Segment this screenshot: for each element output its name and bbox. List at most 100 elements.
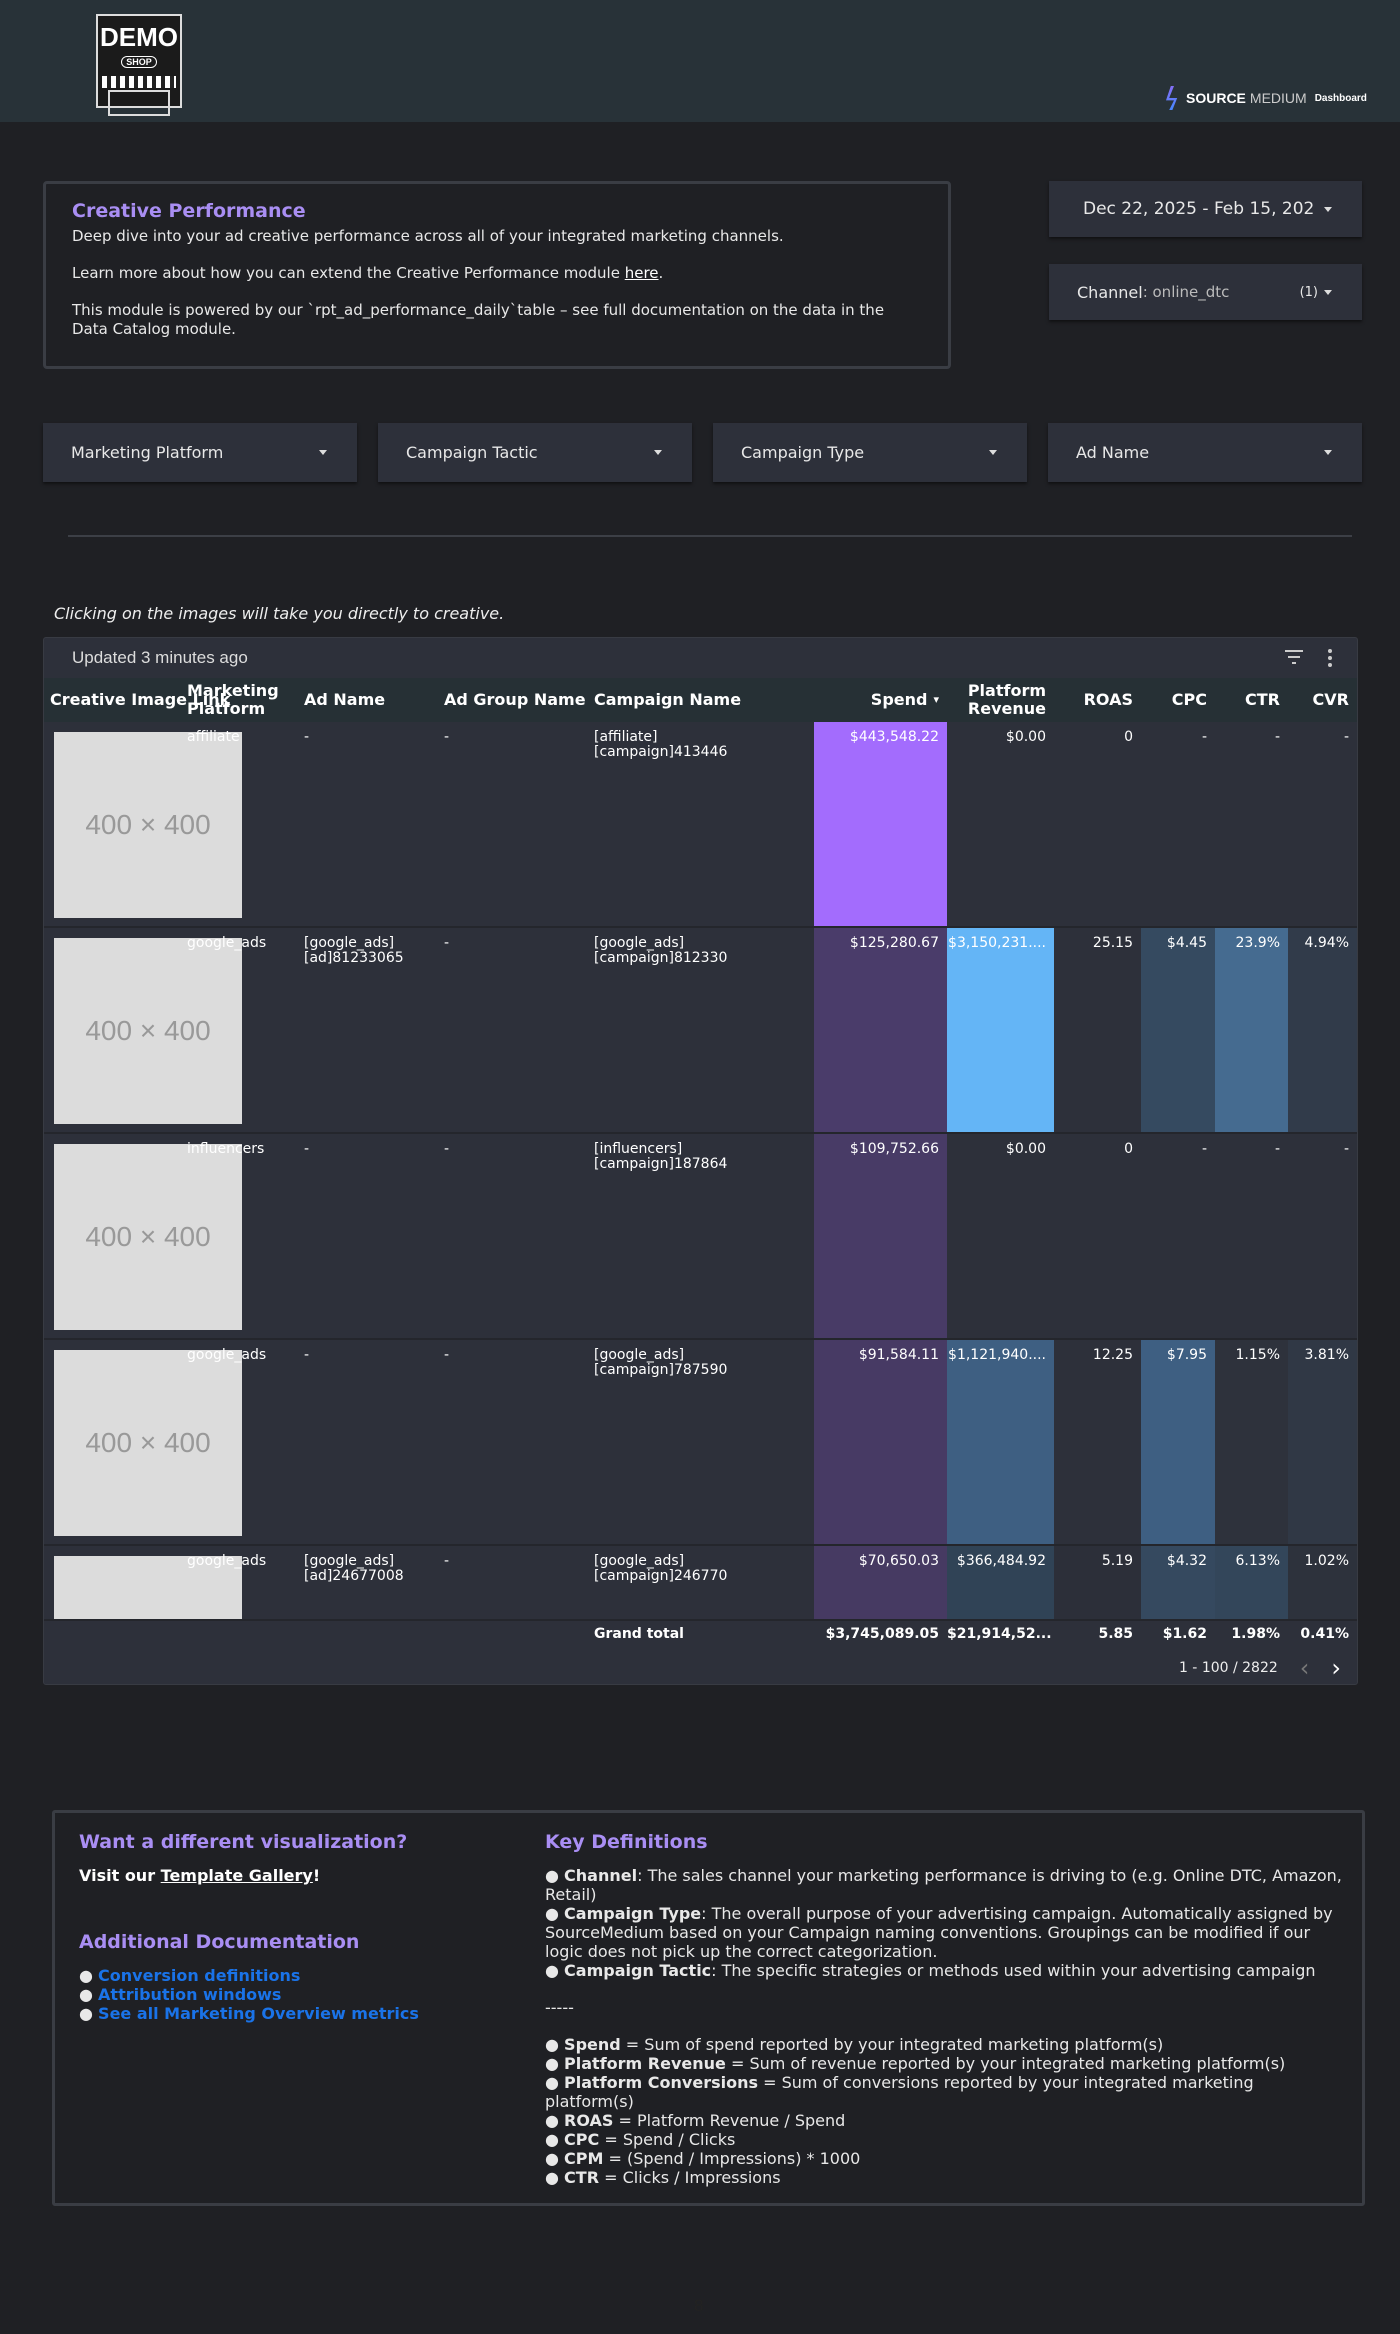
pagination: 1 - 100 / 2822 ‹ › [1179,1651,1341,1685]
next-page-icon[interactable]: › [1331,1654,1341,1682]
creative-image-link[interactable]: 400 × 400 [54,938,242,1124]
template-gallery-line: Visit our Template Gallery! [79,1866,509,1885]
filter-label: Ad Name [1076,443,1150,462]
filter-label: Campaign Tactic [406,443,538,462]
attribution-windows-link[interactable]: Attribution windows [98,1985,282,2004]
column-header-label: Marketing Platform [187,681,279,718]
column-header-creative-image-link[interactable]: Creative Image Link [50,678,250,722]
previous-page-icon[interactable]: ‹ [1299,1654,1310,1682]
filter-campaign-type[interactable]: Campaign Type [713,423,1027,482]
definition-item: ● Campaign Type: The overall purpose of … [545,1904,1333,1961]
column-header-platform-revenue[interactable]: Platform Revenue [947,678,1046,722]
cell-campaign: [google_ads] [campaign]812330 [594,935,728,966]
definition-term: Channel [564,1866,638,1885]
column-header-ad-group-name[interactable]: Ad Group Name [444,678,644,722]
channel-label: Channel [1077,282,1143,302]
column-header-ctr[interactable]: CTR [1215,678,1280,722]
metrics-list: ● Spend = Sum of spend reported by your … [545,2035,1345,2187]
cell-ad: - [304,1347,310,1363]
date-range-value: Dec 22, 2025 - Feb 15, 2026 [1083,199,1315,219]
column-header-ad-name[interactable]: Ad Name [304,678,504,722]
creative-image-link[interactable]: 400 × 400 [54,732,242,918]
brand-source: SOURCE [1186,90,1246,106]
chevron-down-icon [654,450,662,455]
here-link[interactable]: here [624,264,659,282]
definition-item: ● CPM = (Spend / Impressions) * 1000 [545,2149,861,2168]
image-placeholder-text: 400 × 400 [85,1221,211,1252]
date-range-picker[interactable]: Dec 22, 2025 - Feb 15, 2026 [1049,181,1362,237]
conversion-definitions-link[interactable]: Conversion definitions [98,1966,301,1985]
filter-marketing-platform[interactable]: Marketing Platform [43,423,357,482]
cell-platform: influencers [187,1141,265,1157]
cell-roas: 0 [1054,1134,1141,1338]
cell-ad: [google_ads] [ad]24677008 [304,1553,404,1584]
cell-cpc: $4.32 [1141,1546,1215,1619]
channel-value: : online_dtc [1142,283,1230,301]
cell-platform: affiliate [187,729,240,745]
cell-roas: 5.19 [1054,1546,1141,1619]
column-header-label: ROAS [1083,690,1133,709]
cell-spend: $91,584.11 [814,1340,947,1544]
definition-text: : The overall purpose of your advertisin… [545,1904,1333,1961]
cell-cvr: - [1288,722,1357,926]
docs-link-item: ● See all Marketing Overview metrics [79,2004,419,2023]
pagination-range: 1 - 100 / 2822 [1178,1660,1278,1676]
column-header-label: CVR [1312,690,1349,709]
filter-campaign-tactic[interactable]: Campaign Tactic [378,423,692,482]
creative-image-link[interactable] [54,1556,242,1619]
template-gallery-link[interactable]: Template Gallery [160,1866,313,1885]
cell-revenue: $366,484.92 [947,1546,1054,1619]
chevron-down-icon [319,450,327,455]
filter-ad-name[interactable]: Ad Name [1048,423,1362,482]
definition-text: = Platform Revenue / Spend [613,2111,846,2130]
definition-term: Campaign Type [564,1904,702,1923]
column-header-label: CPC [1171,690,1207,709]
column-header-spend[interactable]: Spend ▾ [814,678,939,722]
definition-term: Campaign Tactic [564,1961,712,1980]
cell-ctr: 1.15% [1215,1340,1288,1544]
more-options-icon[interactable] [1327,648,1333,668]
cell-cpc: - [1141,1134,1215,1338]
column-header-campaign-name[interactable]: Campaign Name [594,678,794,722]
updated-status: Updated 3 minutes ago [72,648,248,667]
cell-campaign: [google_ads] [campaign]787590 [594,1347,728,1378]
marketing-overview-metrics-link[interactable]: See all Marketing Overview metrics [98,2004,419,2023]
defs-title: Key Definitions [545,1831,708,1853]
grand-total-roas: 5.85 [1098,1626,1133,1642]
filter-icon[interactable] [1284,648,1304,666]
table-row: 400 × 400 influencers - - [influencers] [cam… [44,1134,1357,1340]
column-header-cvr[interactable]: CVR [1288,678,1349,722]
column-header-cpc[interactable]: CPC [1141,678,1207,722]
column-header-marketing-platform[interactable]: Marketing Platform [187,678,287,722]
cell-campaign: [google_ads] [campaign]246770 [594,1553,728,1584]
grand-total-cpc: $1.62 [1162,1626,1207,1642]
definition-item: ● Channel: The sales channel your market… [545,1866,1342,1904]
creative-image-link[interactable]: 400 × 400 [54,1350,242,1536]
creative-image-link[interactable]: 400 × 400 [54,1144,242,1330]
cell-cpc: $4.45 [1141,928,1215,1132]
cell-roas: 25.15 [1054,928,1141,1132]
docs-links: ● Conversion definitions ● Attribution w… [79,1966,509,2023]
intro-panel: Creative Performance Deep dive into your… [43,181,951,369]
cell-ad: - [304,729,310,745]
sort-descending-icon: ▾ [933,693,939,706]
cell-cpc: - [1141,722,1215,926]
key-definitions: Key Definitions ● Channel: The sales cha… [545,1831,1345,2188]
demo-shop-logo: DEMO SHOP [96,14,182,116]
table-header: Creative Image Link Marketing Platform Ad … [44,678,1357,722]
column-header-roas[interactable]: ROAS [1054,678,1133,722]
table-row: google_ads [google_ads] [ad]24677008 - [goo… [44,1546,1357,1621]
cell-roas: 12.25 [1054,1340,1141,1544]
divider [68,535,1352,537]
chevron-down-icon [1324,206,1332,212]
cell-cpc: $7.95 [1141,1340,1215,1544]
grand-total-spend: $3,745,089.05 [825,1626,939,1642]
cell-revenue: $0.00 [947,722,1054,926]
table-row: 400 × 400 affiliate - - [affiliate] [campaig… [44,722,1357,928]
page-number: 8 [694,2296,704,2315]
channel-filter[interactable]: Channel: online_dtc (1) [1049,264,1362,320]
cell-cvr: 1.02% [1288,1546,1357,1619]
definition-item: ● Platform Conversions = Sum of conversi… [545,2073,1254,2111]
column-header-label: Ad Group Name [444,690,586,709]
definition-term: Platform Revenue [564,2054,726,2073]
